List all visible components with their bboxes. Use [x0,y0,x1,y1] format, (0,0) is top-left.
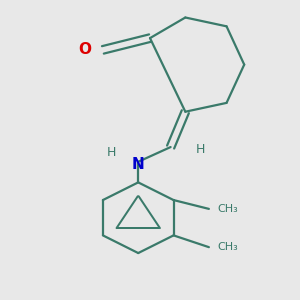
Text: O: O [79,42,92,57]
Text: H: H [195,143,205,157]
Text: CH₃: CH₃ [218,242,238,252]
Text: N: N [132,157,145,172]
Text: CH₃: CH₃ [218,204,238,214]
Text: H: H [107,146,116,159]
